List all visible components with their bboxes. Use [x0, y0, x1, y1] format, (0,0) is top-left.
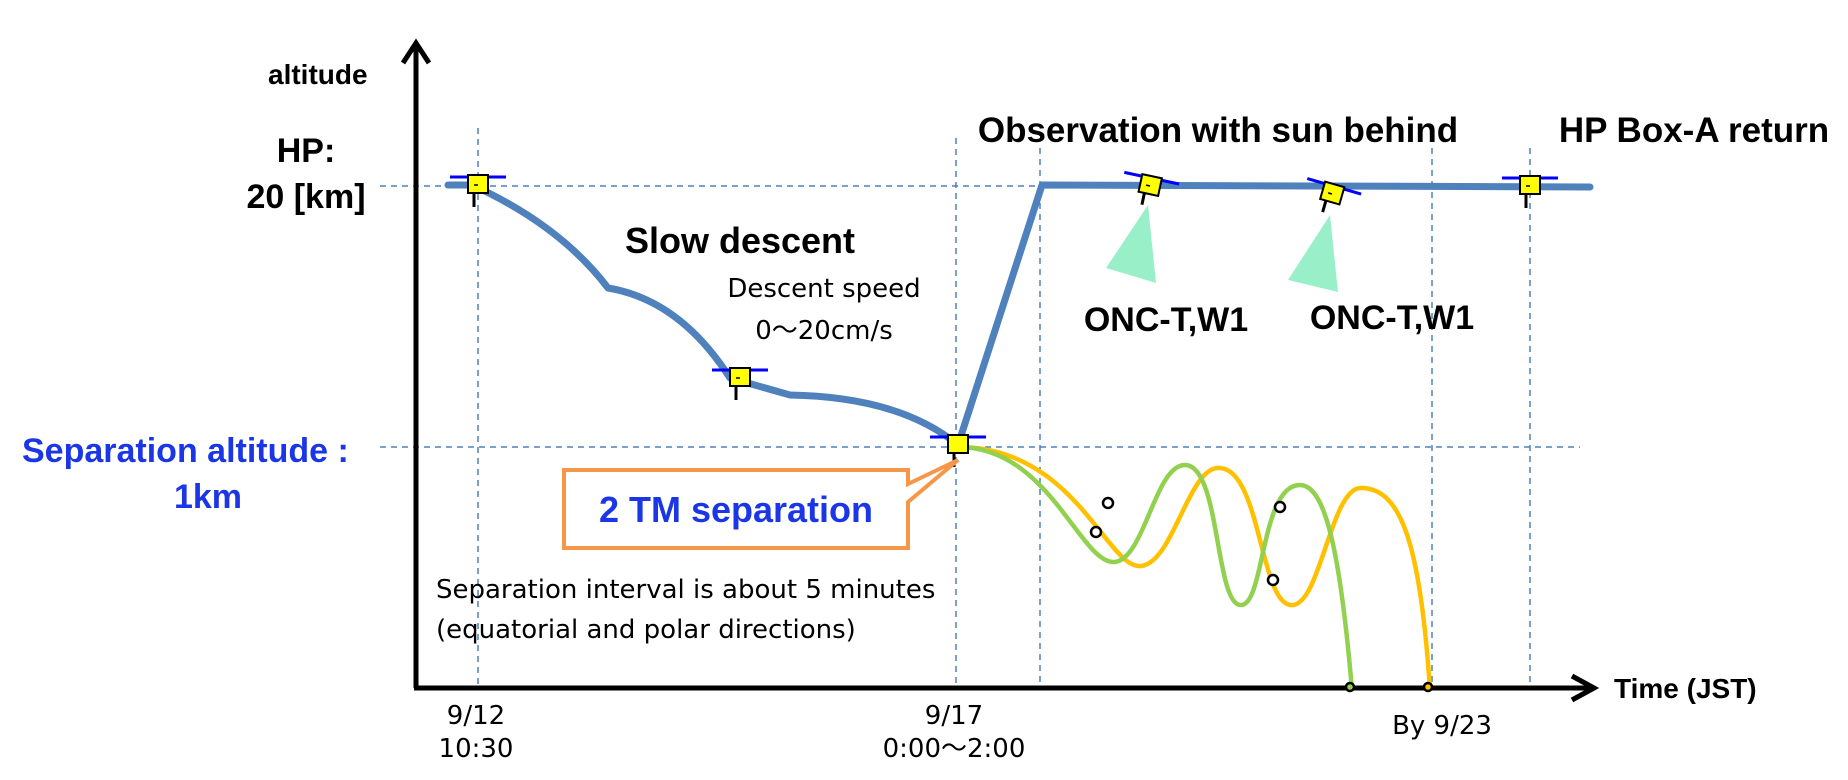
descent-speed-label: Descent speed — [727, 274, 920, 304]
hp-level-value: 20 [km] — [246, 178, 365, 216]
separation-note-line2: (equatorial and polar directions) — [436, 615, 856, 645]
tm-path-b — [957, 444, 1433, 691]
tm-markers — [1089, 496, 1434, 693]
spacecraft-icon — [450, 174, 506, 207]
camera-beam-2 — [1288, 215, 1338, 292]
separation-note-line1: Separation interval is about 5 minutes — [436, 575, 935, 605]
box-a-return-label: HP Box-A return — [1559, 111, 1829, 150]
spacecraft-icon — [930, 434, 986, 467]
y-axis-arrowhead — [400, 38, 432, 65]
separation-level-label: Separation altitude : — [22, 432, 349, 470]
tm-marker — [1089, 525, 1103, 539]
tm-marker — [1273, 500, 1287, 514]
spacecraft-icon — [712, 367, 768, 400]
time-tick-9-17: 9/17 — [925, 701, 983, 731]
separation-level-value: 1km — [174, 478, 242, 516]
spacecraft-icon — [1123, 170, 1180, 206]
x-axis-arrowhead — [1570, 673, 1600, 703]
time-tick-by-9-23: By 9/23 — [1392, 711, 1492, 741]
tm-marker — [1344, 681, 1356, 693]
axes — [400, 38, 1600, 703]
time-tick-9-12-time: 10:30 — [439, 734, 514, 764]
time-tick-9-17-time: 0:00～2:00 — [883, 734, 1026, 764]
hp-level-label: HP: — [277, 132, 336, 170]
spacecraft-icon — [1502, 175, 1558, 208]
onc-label-2: ONC-T,W1 — [1310, 299, 1474, 337]
camera-beam-1 — [1106, 205, 1156, 283]
onc-label-1: ONC-T,W1 — [1084, 301, 1248, 339]
x-axis-label: Time (JST) — [1614, 673, 1757, 704]
y-axis-label: altitude — [268, 59, 368, 90]
spacecraft-altitude-path — [444, 181, 1594, 449]
time-tick-9-12: 9/12 — [447, 701, 505, 731]
tm-marker — [1422, 681, 1434, 693]
descent-speed-value: 0～20cm/s — [755, 316, 893, 346]
separation-callout-box — [562, 458, 960, 550]
tm-path-a — [957, 444, 1355, 691]
slow-descent-label: Slow descent — [625, 220, 855, 261]
tm-marker — [1101, 496, 1115, 510]
tm-marker — [1266, 573, 1280, 587]
observation-label: Observation with sun behind — [978, 111, 1458, 150]
separation-callout-text: 2 TM separation — [599, 489, 873, 530]
spacecraft-icon — [1306, 177, 1362, 213]
